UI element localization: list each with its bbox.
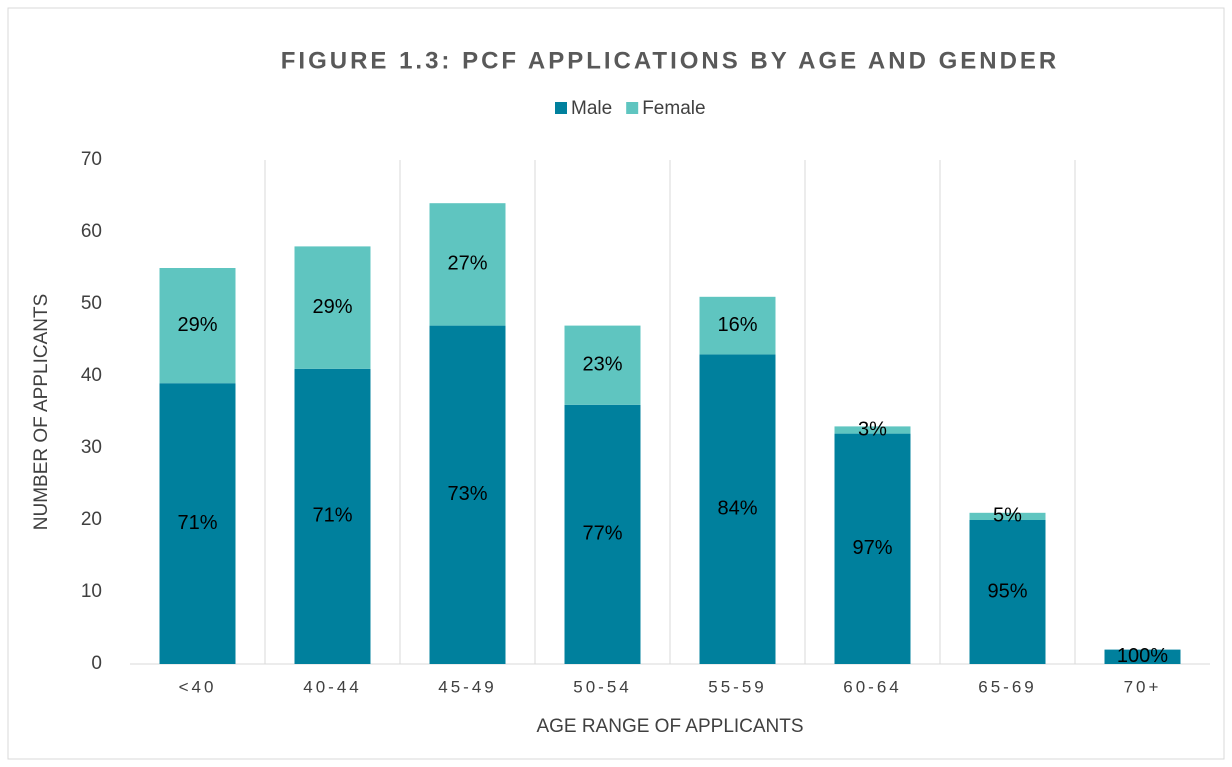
bar-segment xyxy=(969,520,1046,664)
data-label: 23% xyxy=(582,353,622,375)
chart-title: FIGURE 1.3: PCF APPLICATIONS BY AGE AND … xyxy=(281,47,1060,74)
legend-swatch xyxy=(555,102,567,114)
x-tick-label: 65-69 xyxy=(978,677,1036,696)
data-label: 100% xyxy=(1117,645,1168,667)
legend-label: Female xyxy=(642,98,705,119)
x-tick-label: 55-59 xyxy=(708,677,766,696)
bar-segment xyxy=(294,368,371,664)
bar-segment xyxy=(834,433,911,664)
data-label: 71% xyxy=(177,512,217,534)
y-axis-label: NUMBER OF APPLICANTS xyxy=(31,294,52,531)
y-tick-label: 40 xyxy=(81,365,102,386)
x-tick-label: 70+ xyxy=(1124,677,1162,696)
y-tick-label: 30 xyxy=(81,437,102,458)
data-label: 5% xyxy=(993,505,1022,527)
data-label: 95% xyxy=(987,580,1027,602)
data-label: 73% xyxy=(447,483,487,505)
data-label: 29% xyxy=(177,314,217,336)
x-tick-label: 40-44 xyxy=(303,677,361,696)
bar-segment xyxy=(564,325,641,405)
data-label: 97% xyxy=(852,537,892,559)
y-tick-label: 70 xyxy=(81,149,102,170)
x-tick-label: 50-54 xyxy=(573,677,631,696)
bar-segment xyxy=(429,203,506,326)
bar-segment xyxy=(564,404,641,664)
data-label: 29% xyxy=(312,296,352,318)
bar-segment xyxy=(969,512,1046,520)
data-label: 77% xyxy=(582,523,622,545)
y-tick-label: 10 xyxy=(81,581,102,602)
data-label: 16% xyxy=(717,314,757,336)
x-tick-label: 60-64 xyxy=(843,677,901,696)
bar-segment xyxy=(294,246,371,369)
data-label: 71% xyxy=(312,505,352,527)
data-label: 84% xyxy=(717,497,757,519)
data-label: 3% xyxy=(858,418,887,440)
legend-swatch xyxy=(626,102,639,114)
x-axis-label: AGE RANGE OF APPLICANTS xyxy=(536,716,803,737)
legend-label: Male xyxy=(571,98,612,119)
bar-segment xyxy=(159,268,236,384)
bar-segment xyxy=(1104,649,1181,664)
x-tick-label: <40 xyxy=(179,677,217,696)
data-label: 27% xyxy=(447,253,487,275)
y-tick-label: 0 xyxy=(91,653,102,674)
y-tick-label: 20 xyxy=(81,509,102,530)
y-tick-label: 50 xyxy=(81,293,102,314)
y-tick-label: 60 xyxy=(81,221,102,242)
bar-segment xyxy=(429,325,506,664)
x-tick-label: 45-49 xyxy=(438,677,496,696)
bar-segment xyxy=(699,296,776,355)
bar-segment xyxy=(159,383,236,664)
bar-segment xyxy=(834,426,911,434)
bar-segment xyxy=(699,354,776,664)
